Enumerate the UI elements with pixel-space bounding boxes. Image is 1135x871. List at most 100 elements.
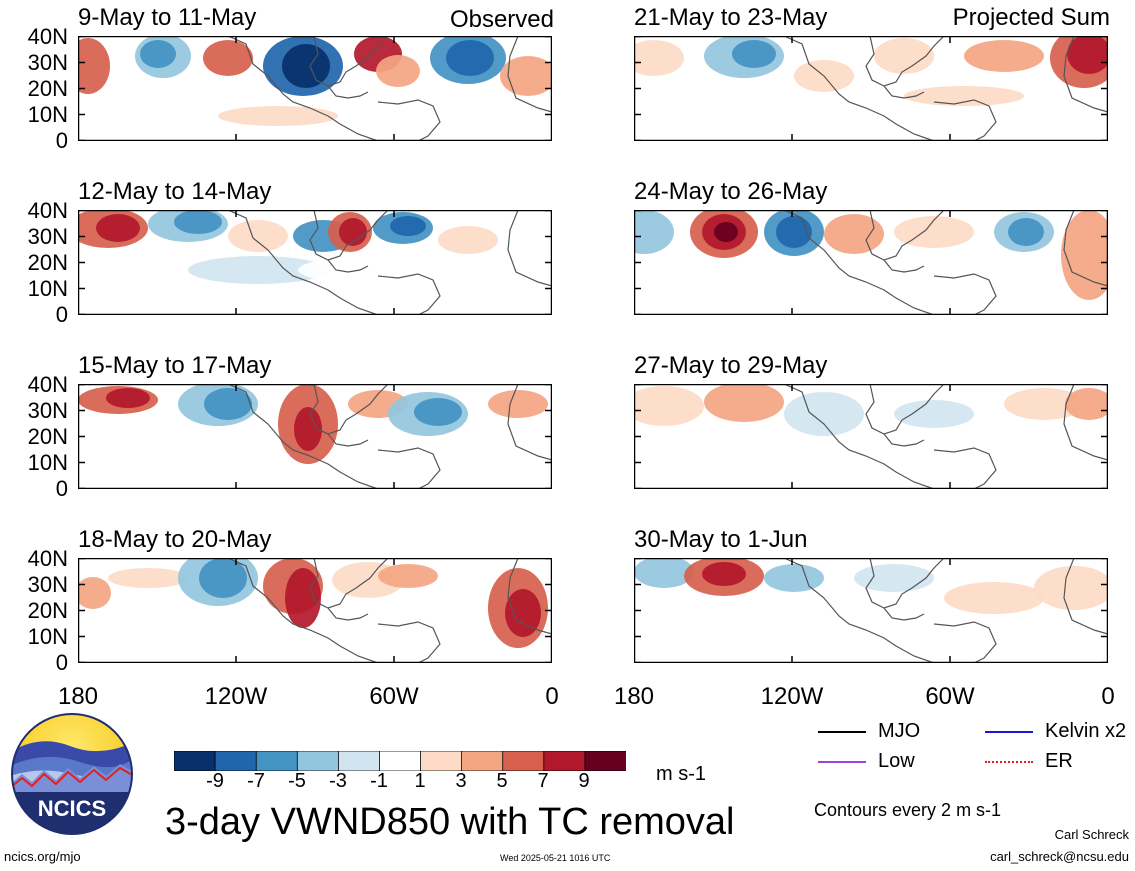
coastline (227, 384, 552, 489)
anomaly-region (904, 86, 1024, 106)
anomaly-region (446, 40, 494, 76)
anomaly-region (96, 214, 140, 242)
legend-swatch-low (818, 761, 866, 763)
anomaly-region (438, 226, 498, 254)
x-tick-label: 180 (57, 683, 99, 710)
colorbar-swatch (296, 750, 340, 772)
colorbar-label: -3 (329, 770, 347, 792)
anomaly-region (714, 222, 738, 242)
panel-title: 9-May to 11-May (78, 4, 257, 31)
anomaly-region (78, 38, 110, 94)
panel-title: 12-May to 14-May (78, 178, 272, 205)
anomaly-region (964, 40, 1044, 72)
anomaly-region (704, 384, 784, 422)
coastline (783, 210, 1108, 315)
anomaly-region (414, 398, 462, 426)
anomaly-region (199, 558, 247, 598)
map-panel-2 (634, 36, 1108, 141)
y-tick-label: 10N (27, 450, 68, 475)
y-tick-label: 20N (27, 250, 68, 275)
y-tick-label: 10N (27, 624, 68, 649)
map-panel-3 (78, 210, 552, 315)
y-tick-label: 20N (27, 76, 68, 101)
anomaly-region (228, 220, 288, 252)
coastline (227, 210, 552, 315)
colorbar-label: -7 (247, 770, 265, 792)
anomaly-region (500, 56, 552, 96)
y-tick-label: 40N (27, 546, 68, 571)
colorbar-swatch (173, 750, 216, 772)
ncics-logo: NCICS (10, 712, 134, 836)
colorbar-swatch (420, 750, 463, 772)
anomaly-region (1065, 388, 1108, 420)
coastline (227, 558, 552, 663)
anomaly-region (140, 40, 176, 68)
colorbar-swatch (584, 750, 627, 772)
y-tick-label: 10N (27, 276, 68, 301)
colorbar-swatch (337, 750, 381, 772)
anomaly-region (894, 216, 974, 248)
colorbar-label: 3 (455, 770, 467, 792)
contour-note: Contours every 2 m s-1 (814, 800, 1002, 820)
colorbar-swatch (214, 750, 258, 772)
coastline (227, 36, 552, 141)
anomaly-region (108, 568, 188, 588)
anomaly-region (702, 562, 746, 586)
y-tick-label: 30N (27, 572, 68, 597)
panel-title: 21-May to 23-May (634, 4, 828, 31)
anomaly-region (78, 577, 111, 609)
y-tick-label: 0 (55, 302, 68, 327)
anomaly-region (1034, 566, 1108, 610)
colorbar-swatch (255, 750, 299, 772)
main-title: 3-day VWND850 with TC removal (165, 801, 735, 843)
anomaly-region (874, 38, 934, 74)
panel-title: 18-May to 20-May (78, 526, 272, 553)
anomaly-region (764, 564, 824, 592)
colorbar-swatch (461, 750, 504, 772)
anomaly-region (1008, 218, 1044, 246)
x-tick-label: 180 (613, 683, 655, 710)
anomaly-region (784, 392, 864, 436)
y-tick-label: 40N (27, 372, 68, 397)
colorbar-swatches (173, 750, 627, 772)
coastline (783, 36, 1108, 141)
panel-title: 24-May to 26-May (634, 178, 828, 205)
y-tick-label: 20N (27, 424, 68, 449)
y-tick-label: 30N (27, 398, 68, 423)
legend-swatch-mjo (818, 731, 866, 733)
anomaly-region (894, 400, 974, 428)
anomaly-region (174, 210, 222, 234)
colorbar-swatch (379, 750, 422, 772)
x-tick-label: 60W (925, 683, 975, 710)
anomaly-region (1061, 210, 1108, 300)
colorbar-label: 7 (537, 770, 549, 792)
colorbar-swatch (543, 750, 586, 772)
anomaly-region (824, 214, 884, 254)
colorbar (173, 750, 627, 772)
anomaly-region (634, 386, 704, 426)
anomaly-region (732, 40, 776, 68)
panel-title: 27-May to 29-May (634, 352, 828, 379)
panel-title: 30-May to 1-Jun (634, 526, 808, 553)
anomaly-region (203, 40, 253, 76)
anomaly-region (218, 106, 338, 126)
legend-label: Kelvin x2 (1045, 720, 1127, 742)
y-tick-label: 30N (27, 224, 68, 249)
footer-email: carl_schreck@ncsu.edu (990, 849, 1129, 864)
anomaly-region (298, 256, 458, 284)
legend-label: ER (1045, 750, 1073, 772)
legend-label: MJO (878, 720, 921, 742)
y-tick-label: 10N (27, 102, 68, 127)
anomaly-region (188, 256, 328, 284)
anomaly-region (634, 558, 694, 588)
x-tick-label: 0 (545, 683, 559, 710)
map-panel-4 (634, 210, 1108, 315)
y-tick-label: 0 (55, 128, 68, 153)
panel-tag: Observed (449, 6, 554, 33)
anomaly-region (854, 564, 934, 592)
anomaly-region (488, 390, 548, 418)
y-tick-label: 30N (27, 50, 68, 75)
footer-url: ncics.org/mjo (4, 849, 81, 864)
y-tick-label: 0 (55, 476, 68, 501)
anomaly-region (1004, 388, 1084, 420)
